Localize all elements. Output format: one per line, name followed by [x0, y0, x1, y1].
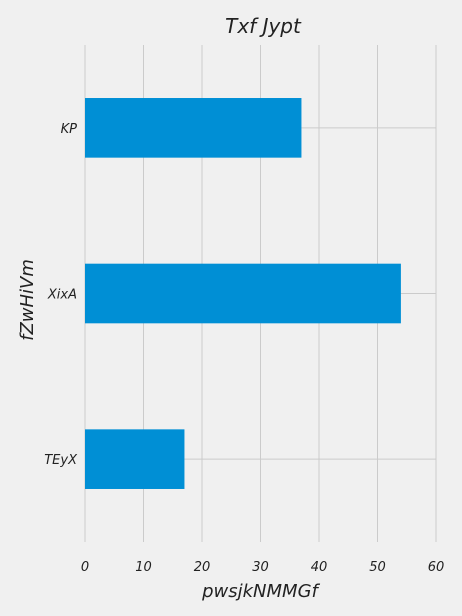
- y-tick-label: XixA: [47, 288, 77, 303]
- x-tick-labels: 0 10 20 30 40 50 60: [81, 560, 444, 575]
- chart-title: Txf Jypt: [225, 14, 302, 38]
- x-tick-label: 0: [81, 560, 89, 575]
- x-tick-label: 40: [311, 560, 328, 575]
- x-axis-label: pwsjkNMMGf: [201, 581, 320, 602]
- bar-kp: [85, 98, 302, 158]
- x-tick-label: 20: [194, 560, 211, 575]
- y-tick-label: TEyX: [44, 453, 78, 468]
- bar-teyx: [85, 429, 185, 489]
- x-tick-label: 30: [252, 560, 269, 575]
- bars: [85, 98, 401, 489]
- y-tick-labels: KP XixA TEyX: [44, 122, 78, 468]
- x-tick-label: 50: [369, 560, 386, 575]
- x-tick-label: 10: [135, 560, 152, 575]
- bar-xixa: [85, 263, 401, 324]
- x-tick-label: 60: [428, 560, 445, 575]
- y-axis-label: fZwHiVm: [17, 259, 38, 341]
- y-tick-label: KP: [61, 122, 78, 137]
